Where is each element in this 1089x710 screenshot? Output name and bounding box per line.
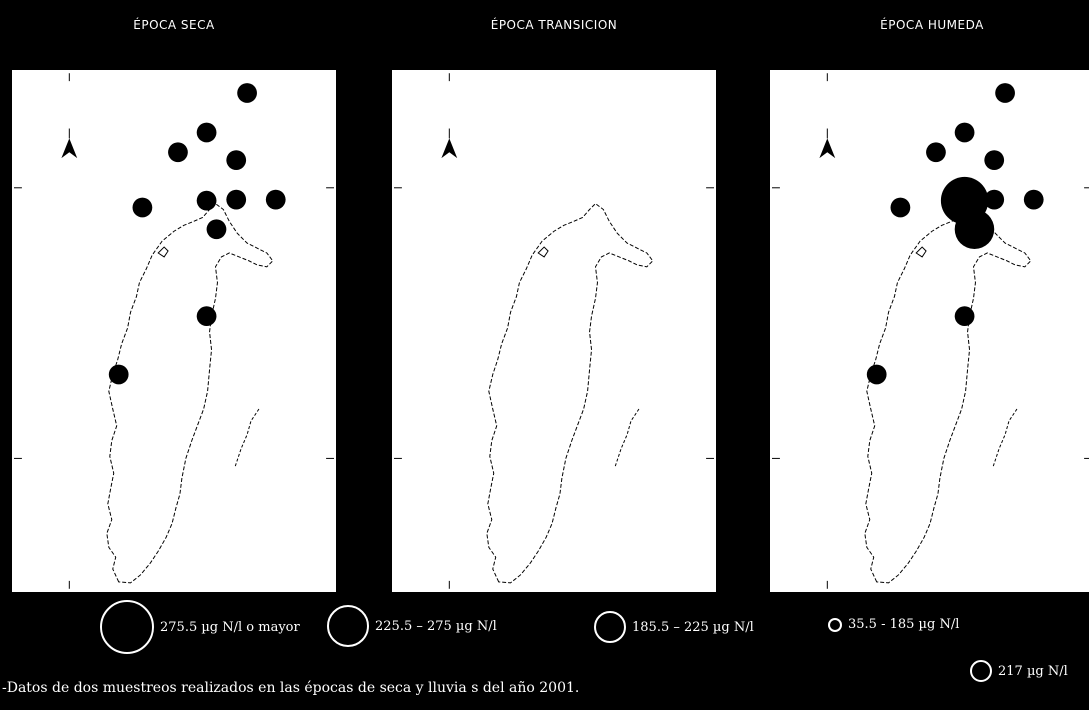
legend-label-largest: 275.5 µg N/l o mayor	[160, 619, 300, 635]
station-marker	[984, 150, 1005, 171]
station-marker	[226, 189, 247, 210]
station-marker	[168, 142, 188, 163]
legend-item-largest: 275.5 µg N/l o mayor	[100, 600, 300, 654]
legend-circle-reference	[970, 660, 992, 682]
map-transicion-svg	[394, 73, 714, 589]
station-marker	[890, 197, 911, 218]
station-marker	[954, 306, 975, 327]
station-marker	[132, 197, 153, 218]
legend-item-medium: 185.5 – 225 µg N/l	[594, 611, 754, 643]
map-panel-humeda	[770, 70, 1089, 592]
panel-title-humeda: ÉPOCA HUMEDA	[880, 18, 984, 32]
island-outline	[992, 408, 1018, 467]
lake-outline	[537, 246, 549, 258]
panel-title-seca: ÉPOCA SECA	[133, 18, 215, 32]
station-marker	[926, 142, 946, 163]
station-marker	[108, 364, 129, 385]
legend-circle-largest	[100, 600, 154, 654]
station-marker	[984, 189, 1005, 210]
station-marker	[206, 219, 227, 240]
island-outline	[614, 408, 640, 467]
legend-circle-small	[828, 617, 842, 632]
island-outline	[234, 408, 260, 467]
map-humeda-svg	[772, 73, 1089, 589]
legend-label-medium: 185.5 – 225 µg N/l	[632, 619, 754, 635]
station-marker	[954, 209, 995, 250]
panel-title-transicion: ÉPOCA TRANSICION	[490, 18, 618, 32]
map-panel-transicion	[392, 70, 716, 592]
station-marker	[265, 189, 286, 210]
legend-item-large: 225.5 – 275 µg N/l	[327, 605, 497, 647]
legend-item-small: 35.5 - 185 µg N/l	[828, 617, 959, 632]
station-marker	[995, 83, 1015, 103]
station-marker	[954, 122, 975, 143]
coastline-outline	[864, 202, 1032, 584]
station-marker	[196, 306, 217, 327]
north-arrow-icon	[441, 128, 458, 159]
legend-label-large: 225.5 – 275 µg N/l	[375, 618, 497, 634]
map-panel-seca	[12, 70, 336, 592]
station-marker	[196, 190, 217, 211]
coastline-outline	[486, 202, 654, 584]
coastline-outline	[106, 202, 274, 584]
legend-label-small: 35.5 - 185 µg N/l	[848, 617, 960, 632]
station-marker	[1023, 189, 1044, 210]
legend-label-reference: 217 µg N/l	[998, 663, 1068, 679]
station-marker	[866, 364, 887, 385]
station-marker	[196, 122, 217, 143]
legend-item-reference: 217 µg N/l	[970, 660, 1068, 682]
lake-outline	[915, 246, 927, 258]
north-arrow-icon	[819, 128, 836, 159]
map-seca-svg	[14, 73, 334, 589]
station-marker	[226, 150, 247, 171]
legend-circle-medium	[594, 611, 626, 643]
station-marker	[237, 83, 257, 103]
legend-circle-large	[327, 605, 369, 647]
lake-outline	[157, 246, 169, 258]
north-arrow-icon	[61, 128, 78, 159]
footnote: -Datos de dos muestreos realizados en la…	[2, 680, 580, 696]
